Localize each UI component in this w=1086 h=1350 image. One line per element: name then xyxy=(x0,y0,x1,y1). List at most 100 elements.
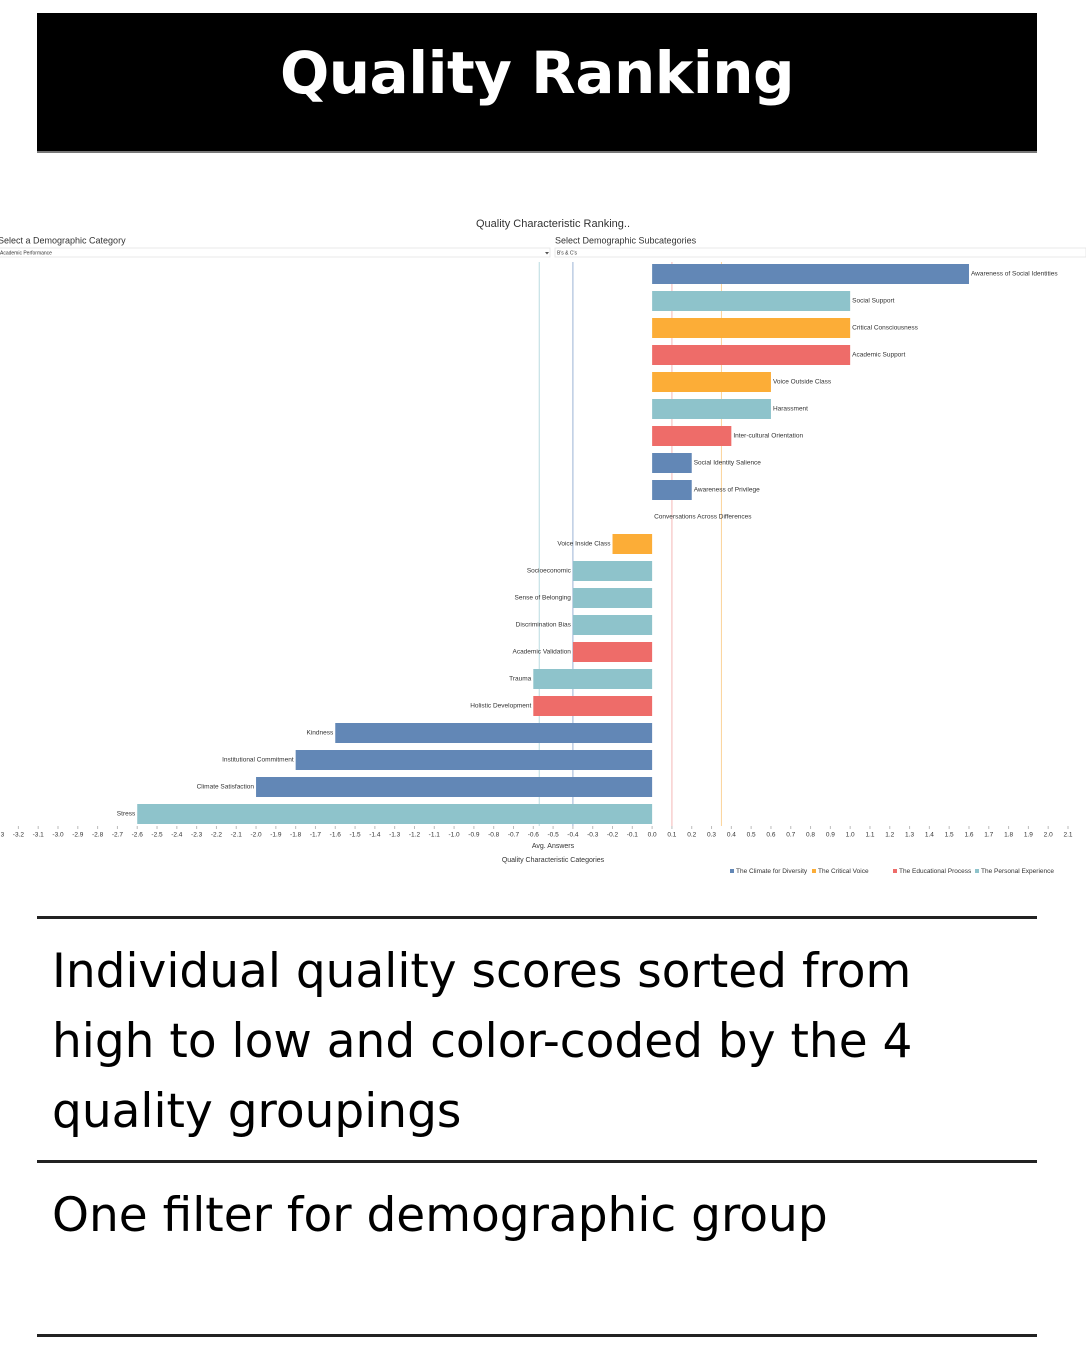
bar xyxy=(572,642,653,662)
x-tick-label: 0.5 xyxy=(747,832,756,839)
bar xyxy=(652,426,732,446)
bar xyxy=(533,669,653,689)
x-tick-label: -1.3 xyxy=(389,832,401,839)
legend-label: The Educational Process xyxy=(899,868,972,875)
divider xyxy=(37,916,1037,919)
category-label: Voice Inside Class xyxy=(557,541,611,548)
bar xyxy=(652,291,851,311)
legend-swatch xyxy=(893,869,897,873)
legend-label: The Personal Experience xyxy=(981,868,1054,875)
bar xyxy=(652,399,771,419)
bar xyxy=(335,723,653,743)
x-axis-sublabel: Quality Characteristic Categories xyxy=(502,857,605,864)
x-tick-label: -1.6 xyxy=(330,832,342,839)
chart-title: Quality Characteristic Ranking.. xyxy=(476,218,630,230)
x-tick-label: -0.9 xyxy=(468,832,480,839)
x-tick-label: 0.0 xyxy=(648,832,657,839)
category-label: Inter-cultural Orientation xyxy=(733,433,803,440)
category-label: Harassment xyxy=(773,406,808,413)
x-tick-label: -0.7 xyxy=(508,832,520,839)
bar xyxy=(572,561,653,581)
x-tick-label: -1.9 xyxy=(270,832,282,839)
bar xyxy=(572,588,653,608)
legend-swatch xyxy=(812,869,816,873)
category-label: Critical Consciousness xyxy=(852,325,918,332)
x-tick-label: 2.1 xyxy=(1063,832,1072,839)
x-tick-label: 0.4 xyxy=(727,832,736,839)
x-tick-label: -0.2 xyxy=(607,832,619,839)
bar xyxy=(652,453,692,473)
bar xyxy=(295,750,653,770)
x-tick-label: 0.8 xyxy=(806,832,815,839)
x-axis-label: Avg. Answers xyxy=(532,843,575,850)
x-tick-label: -2.5 xyxy=(151,832,163,839)
x-tick-label: -2.9 xyxy=(72,832,84,839)
x-tick-label: -2.7 xyxy=(112,832,124,839)
category-label: Awareness of Privilege xyxy=(694,487,760,494)
header-title: Quality Ranking xyxy=(279,39,795,107)
x-tick-label: 1.5 xyxy=(945,832,954,839)
x-tick-label: -1.8 xyxy=(290,832,302,839)
x-tick-label: 0.7 xyxy=(786,832,795,839)
x-tick-label: -1.5 xyxy=(349,832,361,839)
x-tick-label: -2.3 xyxy=(191,832,203,839)
legend-label: The Critical Voice xyxy=(818,868,869,875)
x-tick-label: 1.8 xyxy=(1004,832,1013,839)
category-label: Voice Outside Class xyxy=(773,379,832,386)
x-tick-label: -2.6 xyxy=(132,832,144,839)
bar xyxy=(533,696,653,716)
divider xyxy=(37,1334,1037,1337)
x-tick-label: 2.0 xyxy=(1044,832,1053,839)
x-tick-label: -1.0 xyxy=(448,832,460,839)
bar xyxy=(652,345,851,365)
x-tick-label: 0.6 xyxy=(766,832,775,839)
category-label: Social Support xyxy=(852,298,894,305)
category-label: Social Identity Salience xyxy=(694,460,762,467)
x-tick-label: 0.1 xyxy=(667,832,676,839)
category-label: Climate Satisfaction xyxy=(197,784,255,791)
x-tick-label: -3.0 xyxy=(52,832,64,839)
x-tick-label: 1.3 xyxy=(905,832,914,839)
category-label: Academic Support xyxy=(852,352,905,359)
filter-value: B's & C's xyxy=(557,250,577,256)
x-tick-label: -0.4 xyxy=(567,832,579,839)
x-tick-label: 1.9 xyxy=(1024,832,1033,839)
caption: Individual quality scores sorted from hi… xyxy=(52,944,913,1139)
x-tick-label: -2.8 xyxy=(92,832,104,839)
category-label: Institutional Commitment xyxy=(222,757,294,764)
x-tick-label: 0.3 xyxy=(707,832,716,839)
x-tick-label: 1.0 xyxy=(846,832,855,839)
x-tick-label: -1.4 xyxy=(369,832,381,839)
category-label: Conversations Across Differences xyxy=(654,514,752,521)
category-label: Discrimination Bias xyxy=(516,622,572,629)
category-label: Kindness xyxy=(307,730,334,737)
bar xyxy=(652,264,969,284)
x-tick-label: -2.1 xyxy=(231,832,243,839)
x-tick-label: -3.3 xyxy=(0,832,5,839)
divider xyxy=(37,1160,1037,1163)
x-tick-label: 1.1 xyxy=(865,832,874,839)
category-label: Awareness of Social Identities xyxy=(971,271,1058,278)
x-tick-label: -0.5 xyxy=(548,832,560,839)
x-tick-label: 1.6 xyxy=(964,832,973,839)
bar xyxy=(612,534,653,554)
x-tick-label: -2.2 xyxy=(211,832,223,839)
dropdown-arrow xyxy=(545,252,549,255)
bar xyxy=(572,615,653,635)
x-tick-label: -2.0 xyxy=(250,832,262,839)
x-tick-label: 1.7 xyxy=(984,832,993,839)
category-label: Academic Validation xyxy=(512,649,571,656)
filter-label: Select Demographic Subcategories xyxy=(555,235,697,245)
x-tick-label: -2.4 xyxy=(171,832,183,839)
legend-swatch xyxy=(730,869,734,873)
filter-label: Select a Demographic Category xyxy=(0,235,126,245)
x-tick-label: -0.1 xyxy=(627,832,639,839)
legend-label: The Climate for Diversity xyxy=(736,868,808,875)
x-tick-label: 0.9 xyxy=(826,832,835,839)
x-tick-label: -1.2 xyxy=(409,832,421,839)
bar xyxy=(652,480,692,500)
category-label: Holistic Development xyxy=(470,703,531,710)
x-tick-label: 1.4 xyxy=(925,832,934,839)
